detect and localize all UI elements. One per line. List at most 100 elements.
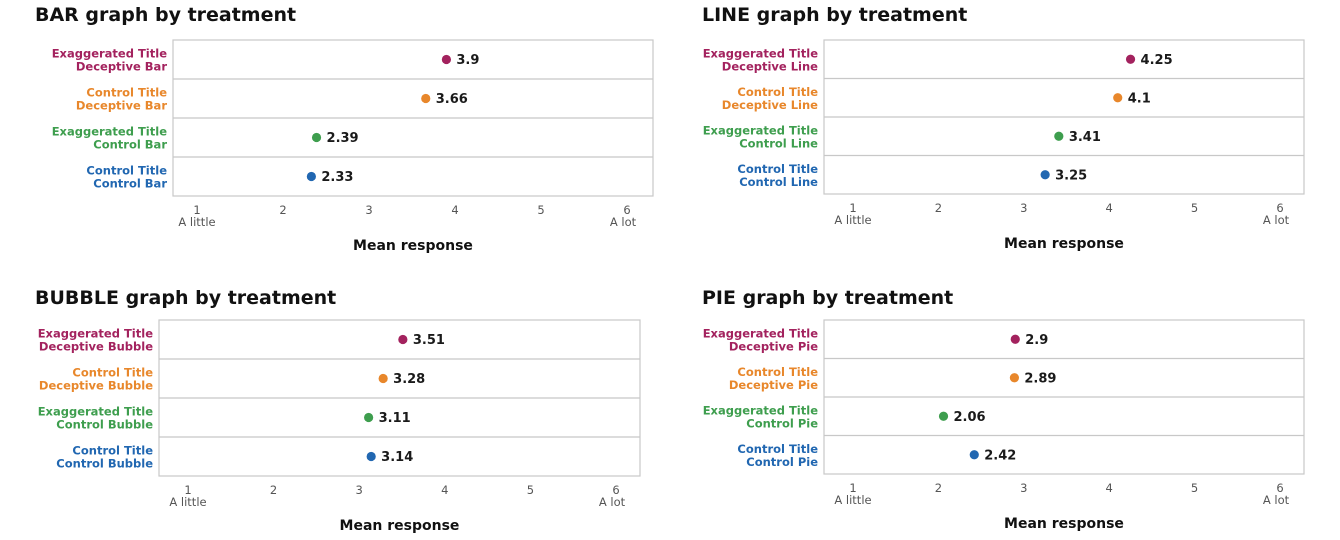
data-point (366, 451, 376, 462)
x-tick-sublabel-end: A lot (1263, 493, 1290, 507)
category-label: Exaggerated Title Deceptive Line (703, 46, 818, 73)
x-axis-label: Mean response (1004, 236, 1124, 252)
x-tick-label: 2 (270, 483, 277, 497)
x-tick-label: 1 (193, 203, 200, 217)
data-point (938, 411, 949, 421)
data-point (398, 334, 408, 345)
x-tick-sublabel-start: A little (834, 493, 871, 507)
bar-graph-plot: Exaggerated Title Deceptive Bar 3.9Control… (52, 39, 654, 254)
x-axis-label: Mean response (340, 518, 460, 534)
x-tick-sublabel-start: A little (178, 215, 215, 229)
data-point (364, 412, 374, 423)
x-tick-sublabel-end: A lot (599, 495, 626, 509)
value-label: 2.9 (1025, 333, 1048, 348)
category-label: Exaggerated Title Control Line (703, 123, 818, 150)
value-label: 3.25 (1055, 168, 1087, 183)
category-label: Exaggerated Title Deceptive Bar (52, 47, 168, 74)
category-label-line: Control Pie (746, 416, 818, 430)
x-tick-label: 4 (451, 203, 458, 217)
bubble-graph-plot: Exaggerated Title Deceptive Bubble 3.51 Con… (38, 319, 641, 534)
category-label-line: Control Bubble (56, 457, 153, 471)
category-label: Exaggerated Title Deceptive Pie (703, 326, 818, 353)
value-label: 2.33 (321, 170, 353, 185)
value-label: 4.1 (1128, 91, 1151, 106)
category-label-line: Control Line (739, 136, 818, 150)
x-axis-label: Mean response (353, 238, 473, 254)
panel-title: PIE graph by treatment (702, 287, 954, 309)
category-label: Control Title Control Pie (737, 442, 818, 469)
x-tick-sublabel-start: A little (834, 213, 871, 227)
data-point (1054, 131, 1064, 141)
value-label: 3.51 (413, 333, 445, 348)
category-label-line: Deceptive Pie (729, 378, 818, 392)
x-tick-label: 1 (184, 483, 191, 497)
category-label-line: Control Title (737, 162, 818, 176)
category-label-line: Control Bar (93, 177, 167, 191)
category-label-line: Exaggerated Title (703, 326, 818, 340)
value-label: 2.89 (1024, 371, 1056, 386)
x-tick-label: 6 (1276, 481, 1283, 495)
x-tick-sublabel-end: A lot (610, 215, 637, 229)
category-label-line: Deceptive Bar (76, 99, 167, 113)
category-label-line: Exaggerated Title (52, 125, 167, 139)
panel-title: BUBBLE graph by treatment (35, 287, 337, 309)
category-label-line: Exaggerated Title (52, 47, 167, 61)
x-tick-label: 5 (527, 483, 534, 497)
x-tick-label: 3 (1020, 201, 1027, 215)
value-label: 2.06 (954, 410, 986, 425)
line-graph-plot: Exaggerated Title Deceptive Line 4.25Contr… (703, 39, 1305, 252)
x-tick-label: 5 (1191, 201, 1198, 215)
data-point (1113, 93, 1123, 103)
value-label: 2.42 (984, 448, 1016, 463)
x-tick-label: 1 (849, 201, 856, 215)
category-label-line: Control Title (86, 164, 167, 178)
data-point (1009, 373, 1020, 383)
data-point (1125, 54, 1136, 64)
data-point (1040, 170, 1050, 180)
x-tick-label: 2 (935, 201, 942, 215)
category-label: Control Title Control Line (737, 162, 818, 189)
category-label: Control Title Deceptive Bubble (39, 366, 153, 393)
category-label-line: Deceptive Bar (76, 60, 167, 74)
category-label-line: Control Line (739, 175, 818, 189)
category-label-line: Deceptive Bubble (39, 379, 153, 393)
value-label: 3.9 (456, 53, 479, 68)
x-tick-label: 6 (623, 203, 630, 217)
category-label-line: Exaggerated Title (703, 403, 818, 417)
data-point (969, 450, 979, 460)
category-label-line: Control Bar (93, 138, 167, 152)
x-tick-label: 4 (441, 483, 448, 497)
category-label: Exaggerated Title Control Pie (703, 403, 818, 430)
value-label: 3.11 (379, 411, 411, 426)
category-label: Control Title Control Bar (86, 164, 167, 191)
category-label-line: Control Title (72, 366, 153, 380)
value-label: 2.39 (327, 131, 359, 146)
category-label: Control Title Deceptive Bar (76, 86, 167, 113)
category-label: Exaggerated Title Control Bar (52, 125, 168, 152)
data-point (1010, 334, 1020, 344)
value-label: 3.28 (393, 372, 425, 387)
panel-title: LINE graph by treatment (702, 4, 968, 26)
x-tick-label: 5 (1191, 481, 1198, 495)
x-tick-label: 3 (365, 203, 372, 217)
x-tick-label: 4 (1106, 481, 1113, 495)
x-tick-label: 6 (1276, 201, 1283, 215)
category-label: Control Title Deceptive Pie (729, 365, 818, 392)
category-label-line: Control Title (86, 86, 167, 100)
category-label-line: Control Title (737, 85, 818, 99)
x-tick-label: 5 (537, 203, 544, 217)
data-point (378, 373, 388, 384)
value-label: 3.41 (1069, 130, 1101, 145)
category-label-line: Control Pie (746, 455, 818, 469)
category-label-line: Control Title (72, 444, 153, 458)
data-point (441, 54, 451, 65)
x-tick-label: 4 (1106, 201, 1113, 215)
x-axis-label: Mean response (1004, 516, 1124, 532)
x-tick-sublabel-end: A lot (1263, 213, 1290, 227)
category-label-line: Exaggerated Title (38, 327, 153, 341)
data-point (421, 93, 431, 104)
data-point (311, 132, 322, 143)
category-label: Control Title Control Bubble (56, 444, 153, 471)
x-tick-label: 2 (279, 203, 286, 217)
value-label: 3.66 (436, 92, 468, 107)
